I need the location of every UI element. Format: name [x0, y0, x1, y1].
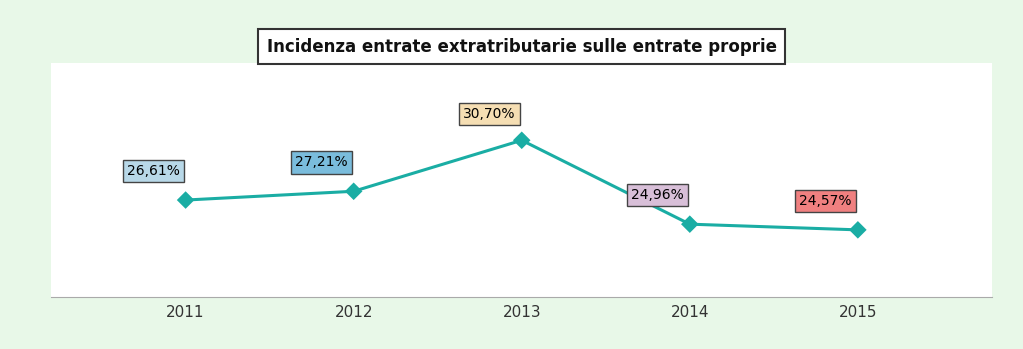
Text: 26,61%: 26,61%: [127, 164, 180, 178]
Text: 24,96%: 24,96%: [631, 188, 683, 202]
Title: Incidenza entrate extratributarie sulle entrate proprie: Incidenza entrate extratributarie sulle …: [267, 38, 776, 56]
Text: 24,57%: 24,57%: [799, 194, 851, 208]
Point: [681, 221, 698, 227]
Point: [177, 197, 193, 203]
Point: [850, 227, 866, 233]
Text: 27,21%: 27,21%: [295, 155, 348, 169]
Point: [514, 138, 530, 143]
Text: 30,70%: 30,70%: [463, 107, 516, 121]
Point: [346, 188, 362, 194]
